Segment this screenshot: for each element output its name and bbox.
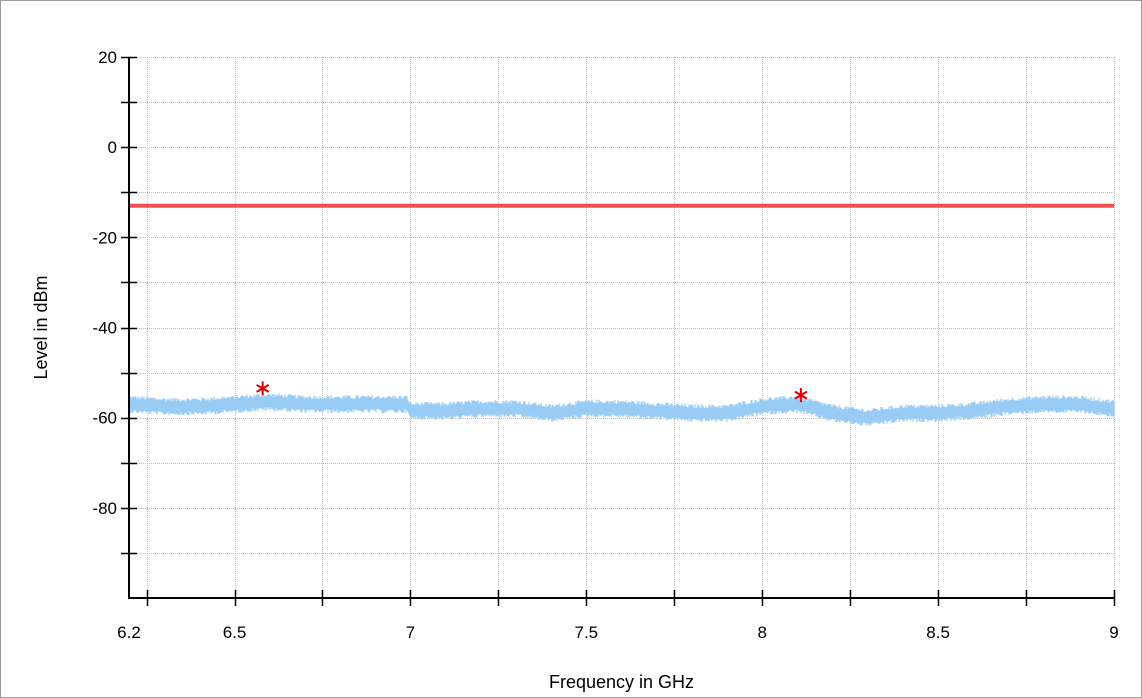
y-tick-label-4: -60 <box>92 409 117 428</box>
plot-area <box>129 57 1114 598</box>
tick-labels: 20 0 -20 -40 -60 -80 6.2 6.5 7 7.5 8 8.5 9 <box>92 48 1118 642</box>
y-axis-title: Level in dBm <box>31 275 51 379</box>
axes <box>121 56 1116 606</box>
marker-layer <box>256 381 808 403</box>
x-tick-label-0: 6.2 <box>117 623 141 642</box>
y-tick-label-5: -80 <box>92 499 117 518</box>
y-tick-label-3: -40 <box>92 319 117 338</box>
peak-marker-1-stroke-2 <box>794 390 808 400</box>
x-axis-title: Frequency in GHz <box>549 672 694 692</box>
peak-marker-0-stroke-2 <box>256 383 270 393</box>
x-tick-label-3: 7.5 <box>575 623 599 642</box>
x-tick-label-6: 9 <box>1109 623 1118 642</box>
x-tick-label-4: 8 <box>757 623 766 642</box>
plot-background <box>129 57 1114 598</box>
x-tick-label-5: 8.5 <box>926 623 950 642</box>
x-tick-label-2: 7 <box>406 623 415 642</box>
y-tick-label-2: -20 <box>92 228 117 247</box>
grid-lines <box>129 57 1115 598</box>
peak-marker-1 <box>794 388 808 403</box>
peak-marker-0 <box>256 381 270 396</box>
y-tick-label-1: 0 <box>108 138 117 157</box>
x-tick-label-1: 6.5 <box>223 623 247 642</box>
y-tick-label-0: 20 <box>98 48 117 67</box>
